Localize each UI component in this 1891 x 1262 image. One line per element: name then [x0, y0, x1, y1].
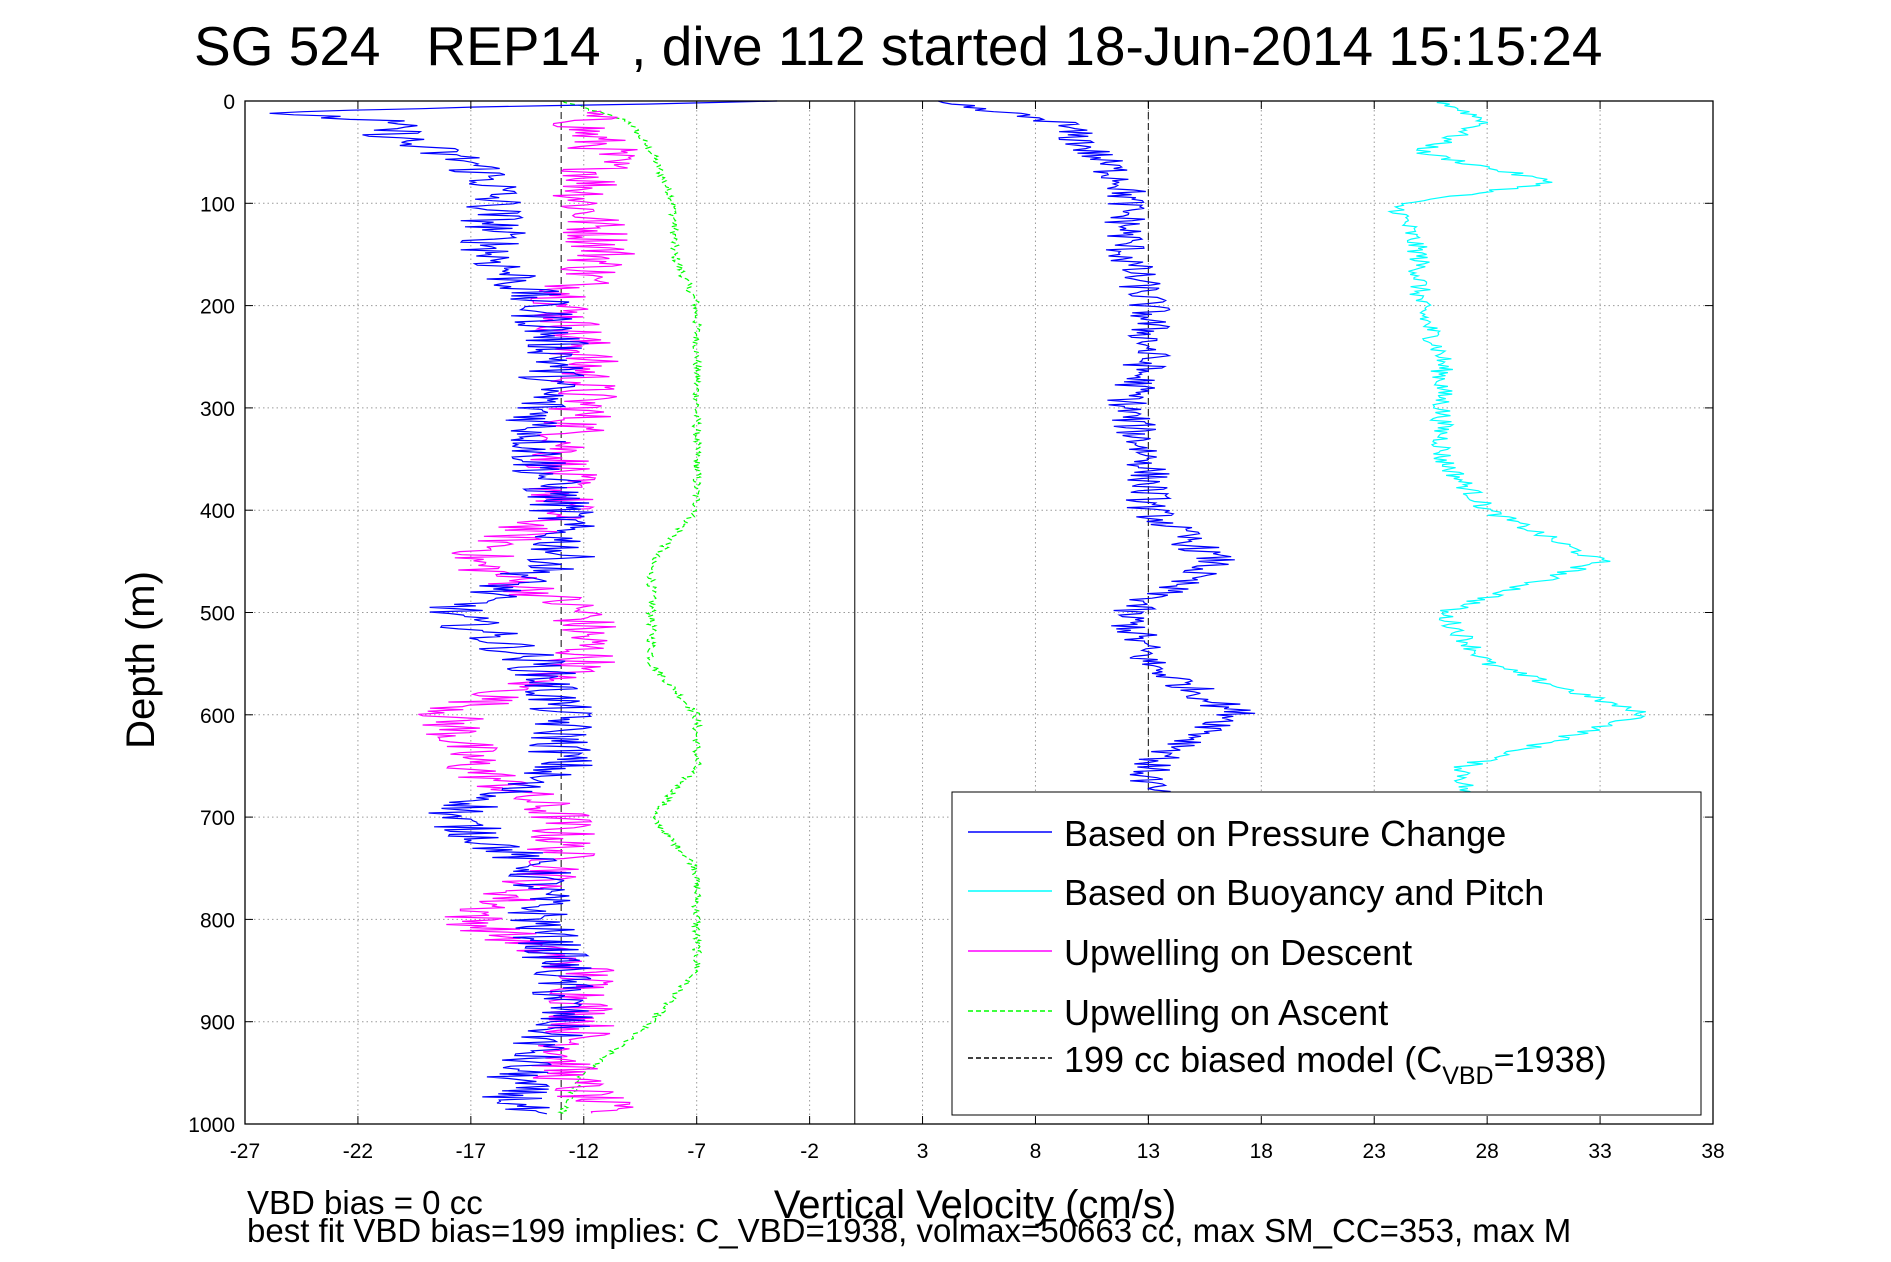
legend-label-text: Upwelling on Descent	[1064, 932, 1412, 973]
series-upwelling-descent	[418, 110, 638, 1114]
legend-label-text: Upwelling on Ascent	[1064, 992, 1388, 1033]
x-tick-label: -12	[569, 1140, 599, 1163]
y-tick-label: 400	[200, 500, 235, 523]
legend-label-subscript: VBD	[1442, 1062, 1493, 1090]
x-tick-label: -7	[687, 1140, 706, 1163]
x-tick-label: -2	[800, 1140, 819, 1163]
legend-label: Based on Pressure Change	[1064, 813, 1506, 854]
legend-label-text: 199 cc biased model (C	[1064, 1039, 1442, 1080]
y-tick-label: 300	[200, 398, 235, 421]
legend-label: 199 cc biased model (CVBD=1938)	[1064, 1039, 1607, 1090]
y-tick-label: 0	[223, 91, 235, 114]
x-tick-label: 23	[1363, 1140, 1386, 1163]
x-tick-label: 33	[1588, 1140, 1611, 1163]
y-tick-label: 1000	[188, 1114, 235, 1137]
legend-label-text: Based on Pressure Change	[1064, 813, 1506, 854]
x-axis-ticks: -27 -22 -17 -12 -7 -2 3 8 13 18 23 28 33 38	[230, 101, 1725, 1163]
series-buoyancy-pitch	[1387, 100, 1646, 817]
series-upwelling-ascent	[557, 100, 704, 1115]
legend-box	[951, 791, 1702, 1116]
x-tick-label: -27	[230, 1140, 260, 1163]
legend-label-text: Based on Buoyancy and Pitch	[1064, 872, 1544, 913]
x-tick-label: 28	[1475, 1140, 1498, 1163]
x-tick-label: 3	[917, 1140, 929, 1163]
legend-label: Upwelling on Ascent	[1064, 992, 1388, 1033]
x-tick-label: 8	[1030, 1140, 1042, 1163]
y-tick-label: 600	[200, 705, 235, 728]
y-tick-label: 700	[200, 807, 235, 830]
x-tick-label: 18	[1250, 1140, 1273, 1163]
x-tick-label: 13	[1137, 1140, 1160, 1163]
y-tick-label: 500	[200, 603, 235, 626]
y-tick-label: 800	[200, 909, 235, 932]
x-tick-label: -22	[343, 1140, 373, 1163]
x-tick-label: -17	[456, 1140, 486, 1163]
annotation-vbd-bias: VBD bias = 0 cc	[247, 1184, 483, 1221]
x-axis-label: Vertical Velocity (cm/s)	[774, 1183, 1176, 1227]
series-pressure-change-descent	[269, 100, 778, 1115]
y-axis-label: Depth (m)	[119, 571, 163, 749]
annotation-best-fit: best fit VBD bias=199 implies: C_VBD=193…	[247, 1212, 1571, 1249]
legend: Based on Pressure Change Based on Buoyanc…	[951, 791, 1702, 1116]
legend-label: Based on Buoyancy and Pitch	[1064, 872, 1544, 913]
y-tick-label: 900	[200, 1012, 235, 1035]
y-axis-ticks: 0 100 200 300 400 500 600 700 800 900 1000	[188, 91, 1713, 1137]
y-tick-label: 200	[200, 296, 235, 319]
x-tick-label: 38	[1701, 1140, 1724, 1163]
chart-title: SG 524 REP14 , dive 112 started 18-Jun-2…	[194, 15, 1603, 77]
y-tick-label: 100	[200, 193, 235, 216]
legend-label-suffix: =1938)	[1494, 1039, 1607, 1080]
legend-label: Upwelling on Descent	[1064, 932, 1412, 973]
